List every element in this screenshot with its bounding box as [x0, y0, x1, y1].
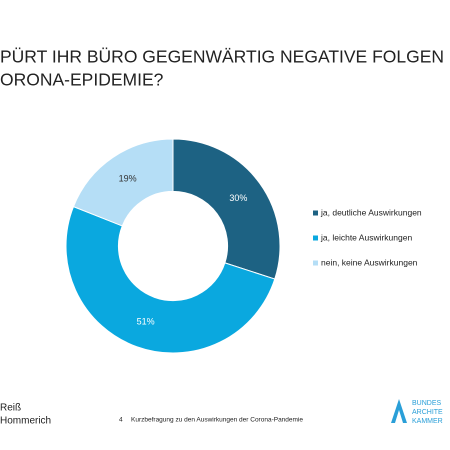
logo-line: KAMMER — [412, 418, 443, 425]
footer-caption: Kurzbefragung zu den Auswirkungen der Co… — [131, 417, 303, 424]
logo-line: ARCHITE — [412, 409, 443, 416]
value-label: 51% — [137, 316, 155, 326]
legend-swatch — [313, 260, 318, 266]
value-label: 19% — [119, 174, 137, 184]
legend-label: ja, deutliche Auswirkungen — [320, 207, 422, 217]
donut-slice — [172, 138, 281, 280]
legend-label: nein, keine Auswirkungen — [321, 257, 418, 267]
brand-line: Hommerich — [0, 416, 51, 427]
logo-icon — [391, 399, 407, 423]
legend-swatch — [313, 210, 318, 216]
brand-line: Reiß — [0, 403, 21, 414]
donut-slice — [72, 138, 174, 227]
title-line: ORONA-EPIDEMIE? — [0, 70, 164, 90]
title-line: PÜRT IHR BÜRO GEGENWÄRTIG NEGATIVE FOLGE… — [0, 47, 450, 67]
value-label: 30% — [229, 193, 247, 203]
page-number: 4 — [119, 417, 123, 424]
legend-label: ja, leichte Auswirkungen — [320, 232, 412, 242]
donut-slice — [65, 205, 276, 354]
legend-swatch — [313, 235, 318, 241]
logo-line: BUNDES — [412, 400, 442, 407]
